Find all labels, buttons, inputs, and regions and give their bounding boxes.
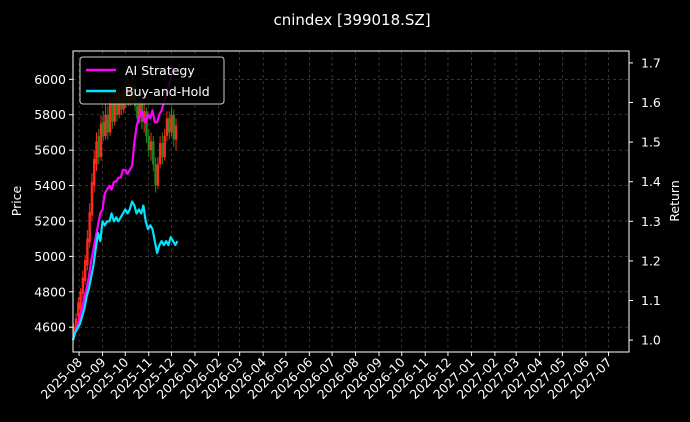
candle-body [88, 212, 91, 243]
candle-body [168, 118, 171, 133]
chart-title: cnindex [399018.SZ] [273, 11, 430, 29]
candle-body [147, 135, 150, 151]
candle-body [99, 123, 103, 158]
left-y-axis: 4600 4800 5000 5200 5400 5600 5800 6000 [34, 72, 73, 335]
candle-body [149, 141, 153, 151]
candle-body [172, 114, 175, 140]
y-right-tick-label: 1.2 [641, 253, 661, 268]
candle-body [102, 121, 105, 136]
legend: AI Strategy Buy-and-Hold [79, 56, 225, 105]
candle-body [86, 238, 89, 266]
candle-body [93, 159, 96, 186]
candle-body [90, 182, 94, 216]
candle-body [158, 143, 162, 165]
candle-body [145, 111, 148, 136]
candle-body [77, 302, 80, 317]
candle-body [156, 164, 160, 186]
y-left-tick-label: 5400 [34, 178, 66, 193]
candle-body [161, 143, 164, 158]
y-left-tick-label: 5200 [34, 213, 66, 228]
candle-body [104, 114, 107, 136]
legend-label-buy-and-hold: Buy-and-Hold [125, 84, 210, 99]
candle-body [115, 97, 119, 115]
y-right-tick-label: 1.4 [641, 174, 661, 189]
series-line-ai-strategy [71, 65, 177, 341]
candle-body [106, 114, 110, 133]
candle-body [74, 318, 78, 329]
y-axis-label-left: Price [9, 185, 24, 216]
y-right-tick-label: 1.3 [641, 214, 661, 229]
y-left-tick-label: 5800 [34, 107, 66, 122]
y-left-tick-label: 4800 [34, 284, 66, 299]
candle-body [154, 164, 157, 186]
y-right-tick-label: 1.6 [641, 95, 661, 110]
candle-body [143, 111, 146, 122]
candle-body [165, 118, 169, 136]
y-right-tick-label: 1.1 [641, 293, 661, 308]
candle-body [170, 114, 173, 133]
candle-body [152, 141, 155, 165]
candle-body [113, 97, 116, 122]
y-right-tick-label: 1.0 [641, 333, 661, 348]
plot-frame [72, 50, 630, 353]
candle-body [138, 100, 141, 119]
candle-body [72, 327, 75, 335]
series-lines [71, 65, 179, 341]
candle-body [97, 135, 100, 158]
candle-body [163, 135, 166, 158]
y-right-tick-label: 1.5 [641, 135, 661, 150]
candle-body [108, 100, 112, 133]
candle-body [83, 259, 87, 282]
y-left-tick-label: 6000 [34, 72, 66, 87]
y-axis-label-right: Return [667, 180, 682, 221]
right-y-axis: 1.0 1.1 1.2 1.3 1.4 1.5 1.6 1.7 [629, 55, 661, 348]
series-line-buy-and-hold [71, 200, 179, 341]
candle-body [79, 291, 82, 310]
y-left-tick-label: 5600 [34, 143, 66, 158]
candle-body [174, 125, 178, 140]
candle-body [136, 105, 139, 119]
candle-body [95, 141, 98, 165]
candle-body [81, 277, 85, 294]
y-left-tick-label: 4600 [34, 320, 66, 335]
legend-label-ai-strategy: AI Strategy [125, 63, 195, 78]
candle-body [111, 100, 114, 122]
y-left-tick-label: 5000 [34, 249, 66, 264]
y-right-tick-label: 1.7 [641, 55, 661, 70]
